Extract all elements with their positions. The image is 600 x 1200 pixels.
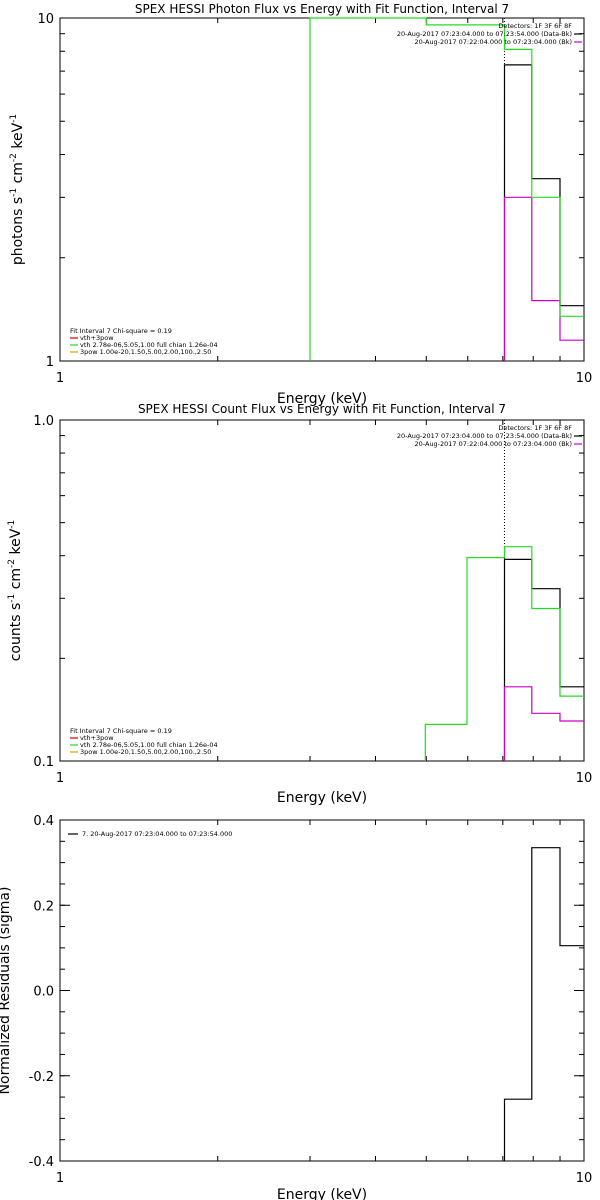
photon-panel: 1 10 1 10 SPEX HESSI Photon Flux vs Energy w…	[9, 2, 592, 407]
count-series-green	[424, 546, 584, 761]
x-tick-label: 1	[56, 771, 64, 786]
count-fit-legend-entry: vth 2.78e-06,5.05,1.00 full chian 1.26e-…	[80, 741, 218, 749]
photon-legend-entry: 20-Aug-2017 07:23:04.000 to 07:23:54.000…	[397, 30, 572, 38]
residuals-legend-entry: 7. 20-Aug-2017 07:23:04.000 to 07:23:54.…	[82, 830, 232, 838]
count-axes-frame	[59, 419, 585, 762]
count-xlabel: Energy (keV)	[277, 790, 367, 806]
photon-axes-frame	[59, 17, 585, 362]
count-panel: 1 10 0.1 1.0 SPEX HESSI Count Flux vs Energy…	[7, 402, 592, 806]
x-tick-label: 10	[576, 371, 593, 386]
residuals-series-black	[503, 847, 584, 1161]
count-fit-legend-entry: 3pow 1.00e-20,1.50,5.00,2.00,100.,2.50	[80, 748, 211, 756]
count-ylabel: counts s-1 cm-2 keV-1	[7, 520, 24, 662]
y-tick-label: 10	[37, 12, 54, 27]
y-tick-label: 0.2	[33, 899, 54, 914]
y-tick-label: 1	[46, 355, 54, 370]
residuals-panel: 1 10 0.4 0.2 0.0 -0.2 -0.4 Energy (keV) Normaliz…	[0, 814, 592, 1200]
residuals-axes-frame	[59, 819, 585, 1162]
photon-title: SPEX HESSI Photon Flux vs Energy with Fi…	[135, 2, 509, 16]
x-tick-label: 10	[576, 1171, 593, 1186]
photon-series-green	[309, 17, 584, 361]
count-fit-legend-header: Fit Interval 7 Chi-square = 0.19	[70, 727, 172, 735]
y-tick-label: 0.4	[33, 814, 54, 829]
count-legend-entry: 20-Aug-2017 07:23:04.000 to 07:23:54.000…	[397, 432, 572, 440]
x-tick-label: 1	[56, 1171, 64, 1186]
count-series-black	[503, 558, 584, 761]
photon-legend-entry: 20-Aug-2017 07:22:04.000 to 07:23:04.000…	[415, 38, 572, 46]
y-tick-label: 1.0	[33, 414, 54, 429]
photon-fit-legend-entry: vth+3pow	[80, 334, 114, 342]
count-series-magenta	[503, 686, 584, 761]
photon-series-magenta	[503, 196, 584, 361]
photon-legend-header: Detectors: 1F 3F 6F 8F	[498, 22, 572, 30]
count-legend-entry: 20-Aug-2017 07:22:04.000 to 07:23:04.000…	[415, 440, 572, 448]
count-title: SPEX HESSI Count Flux vs Energy with Fit…	[138, 402, 506, 416]
y-tick-label: 0.0	[33, 985, 54, 1000]
y-tick-label: -0.4	[29, 1155, 54, 1170]
photon-fit-legend-entry: vth 2.78e-06,5.05,1.00 full chian 1.26e-…	[80, 341, 218, 349]
x-tick-label: 1	[56, 371, 64, 386]
residuals-ylabel: Normalized Residuals (sigma)	[0, 887, 13, 1095]
x-tick-label: 10	[576, 771, 593, 786]
count-fit-legend-entry: vth+3pow	[80, 734, 114, 742]
photon-fit-legend-header: Fit Interval 7 Chi-square = 0.19	[70, 327, 172, 335]
residuals-xlabel: Energy (keV)	[277, 1187, 367, 1200]
count-legend-header: Detectors: 1F 3F 6F 8F	[498, 424, 572, 432]
y-tick-label: -0.2	[29, 1070, 54, 1085]
photon-ylabel: photons s-1 cm-2 keV-1	[9, 114, 26, 265]
photon-fit-legend-entry: 3pow 1.00e-20,1.50,5.00,2.00,100.,2.50	[80, 348, 211, 356]
y-tick-label: 0.1	[33, 755, 54, 770]
photon-xlabel: Energy (keV)	[277, 391, 367, 407]
